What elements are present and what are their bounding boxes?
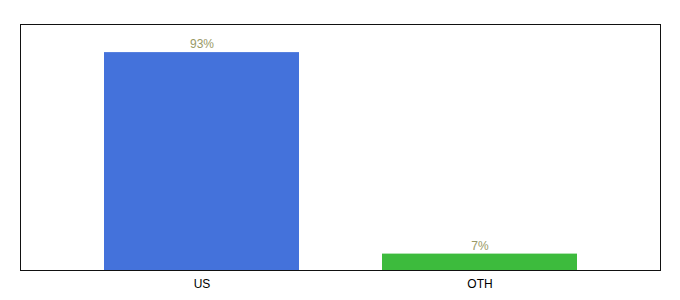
svg-text:US: US	[194, 277, 211, 291]
svg-text:OTH: OTH	[467, 277, 492, 291]
svg-text:93%: 93%	[190, 37, 214, 51]
svg-text:7%: 7%	[471, 239, 489, 253]
